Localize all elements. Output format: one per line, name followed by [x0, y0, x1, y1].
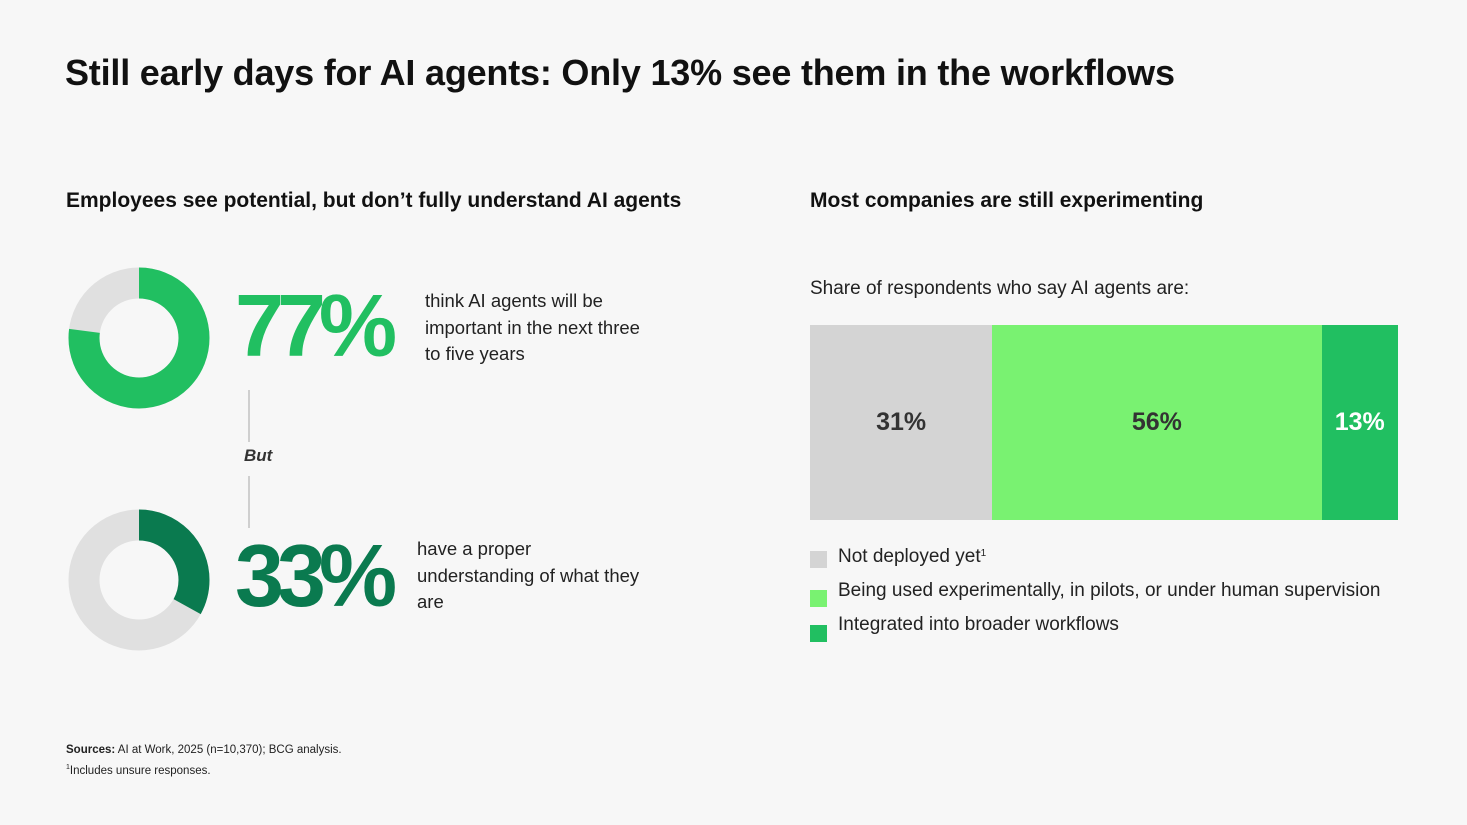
legend-label: Not deployed yet [838, 546, 981, 567]
right-section-heading: Most companies are still experimenting [810, 189, 1204, 212]
legend-footnote-mark: 1 [980, 548, 987, 559]
stat-value-77: 77% [235, 276, 397, 375]
connector-line-top [248, 390, 250, 442]
note-text: Includes unsure responses. [69, 764, 211, 777]
connector-line-bottom [248, 476, 250, 528]
bar-segment-1: 56% [992, 325, 1322, 520]
legend-item: Integrated into broader workflows [810, 614, 1381, 648]
page-title: Still early days for AI agents: Only 13%… [65, 52, 1175, 93]
legend-item: Being used experimentally, in pilots, or… [810, 580, 1381, 614]
stat-value-33: 33% [235, 526, 397, 625]
legend-swatch [810, 590, 827, 607]
legend-label: Integrated into broader workflows [838, 614, 1119, 635]
sources-text: AI at Work, 2025 (n=10,370); BCG analysi… [115, 744, 342, 756]
bar-segment-0: 31% [810, 325, 993, 520]
donut-chart-33 [68, 509, 210, 651]
stat-description-33: have a proper understanding of what they… [417, 538, 640, 612]
but-label: But [244, 446, 273, 465]
bar-segment-label: 13% [1334, 408, 1385, 436]
donut-chart-77 [68, 267, 210, 409]
stacked-bar: 31% 56% 13% [810, 325, 1398, 520]
sources-line: Sources: AI at Work, 2025 (n=10,370); BC… [66, 742, 342, 759]
chart-subtitle: Share of respondents who say AI agents a… [810, 278, 1190, 299]
chart-legend: Not deployed yet 1 Being used experimental… [810, 546, 1381, 648]
legend-item: Not deployed yet 1 [810, 546, 1381, 580]
legend-swatch [810, 551, 827, 568]
stat-description-77: think AI agents will be important in the… [425, 290, 640, 364]
legend-swatch [810, 625, 827, 642]
bar-segment-label: 31% [876, 408, 927, 436]
donut-arc-77 [68, 267, 210, 409]
bar-segment-2: 13% [1321, 325, 1398, 520]
legend-label: Being used experimentally, in pilots, or… [838, 580, 1381, 601]
donut-arc-33 [68, 509, 210, 651]
sources-label: Sources: [66, 744, 116, 756]
note-line: 1Includes unsure responses. [66, 759, 342, 780]
footnote: Sources: AI at Work, 2025 (n=10,370); BC… [66, 742, 342, 780]
left-section-heading: Employees see potential, but don’t fully… [66, 189, 682, 212]
note-mark: 1 [66, 764, 70, 771]
bar-segment-label: 56% [1131, 408, 1182, 436]
